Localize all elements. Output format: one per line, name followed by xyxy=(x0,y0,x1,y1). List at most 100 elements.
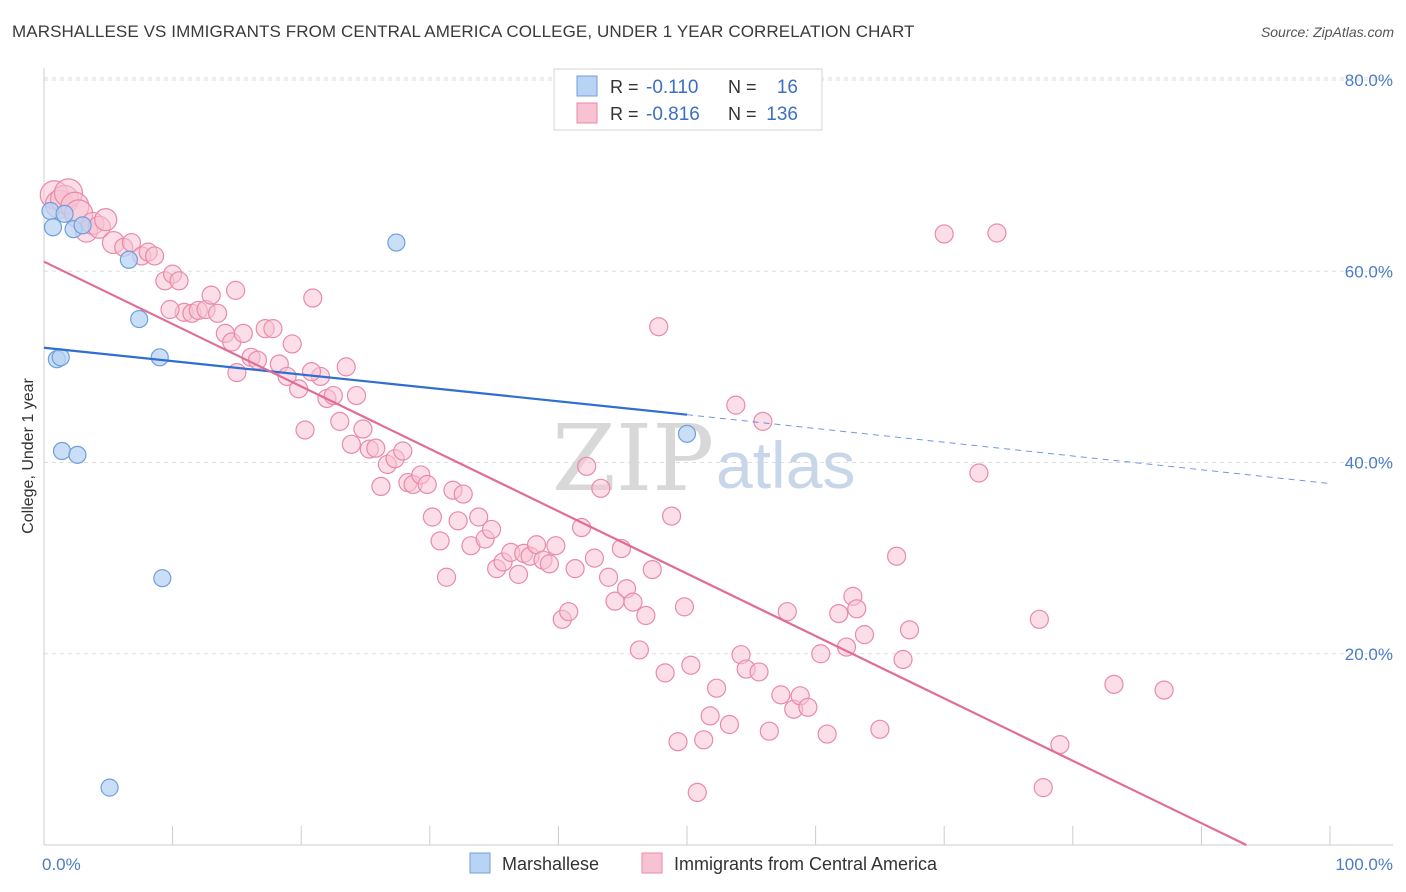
point-immigrants-35 xyxy=(282,334,302,354)
legend-n-label-1: N = xyxy=(728,77,757,97)
point-immigrants-129 xyxy=(1033,778,1053,798)
point-immigrants-56 xyxy=(417,474,437,495)
point-immigrants-123 xyxy=(893,649,913,670)
point-immigrants-91 xyxy=(642,559,662,580)
point-immigrants-80 xyxy=(571,517,592,538)
point-immigrants-115 xyxy=(817,724,837,744)
point-immigrants-107 xyxy=(753,411,773,431)
point-immigrants-81 xyxy=(577,456,597,476)
point-immigrants-48 xyxy=(366,438,386,458)
point-immigrants-122 xyxy=(887,546,907,566)
watermark: ZIP atlas xyxy=(552,405,855,512)
point-immigrants-114 xyxy=(811,644,831,664)
point-immigrants-103 xyxy=(726,395,746,415)
y-tick-label-20: 20.0% xyxy=(1345,645,1393,664)
point-immigrants-125 xyxy=(934,224,954,244)
point-immigrants-30 xyxy=(247,350,268,370)
point-immigrants-75 xyxy=(539,554,559,574)
point-marshallese-4 xyxy=(52,441,72,461)
point-immigrants-92 xyxy=(649,317,669,337)
point-marshallese-10 xyxy=(130,309,149,329)
point-marshallese-1 xyxy=(43,218,63,237)
point-immigrants-66 xyxy=(481,519,502,540)
point-marshallese-8 xyxy=(100,778,119,797)
point-immigrants-88 xyxy=(623,592,643,612)
point-marshallese-11 xyxy=(150,348,169,367)
point-immigrants-97 xyxy=(681,655,701,675)
point-immigrants-116 xyxy=(829,603,849,624)
point-immigrants-52 xyxy=(393,441,413,461)
trendlines xyxy=(43,260,1331,846)
point-immigrants-57 xyxy=(422,507,442,527)
point-immigrants-64 xyxy=(469,507,489,527)
point-marshallese-9 xyxy=(119,250,138,269)
point-immigrants-108 xyxy=(759,721,779,741)
point-immigrants-83 xyxy=(591,478,611,498)
x-tick-label-100: 100.0% xyxy=(1335,855,1393,874)
point-immigrants-127 xyxy=(987,223,1007,243)
point-immigrants-90 xyxy=(636,605,656,626)
point-immigrants-24 xyxy=(208,303,228,323)
point-immigrants-44 xyxy=(341,434,361,454)
legend-bottom-label-marshallese: Marshallese xyxy=(502,854,599,874)
trendline-marshallese-extension xyxy=(686,414,1331,485)
point-marshallese-15 xyxy=(55,204,74,223)
series-immigrants-points xyxy=(39,178,1174,803)
point-immigrants-61 xyxy=(448,511,468,531)
legend-n-label-2: N = xyxy=(728,104,757,124)
point-immigrants-76 xyxy=(546,536,566,556)
point-immigrants-124 xyxy=(899,620,920,640)
point-immigrants-134 xyxy=(160,299,180,320)
point-immigrants-93 xyxy=(655,663,675,683)
y-tick-label-60: 60.0% xyxy=(1345,262,1393,281)
point-marshallese-13 xyxy=(387,233,406,252)
point-immigrants-70 xyxy=(508,564,529,584)
point-immigrants-62 xyxy=(453,484,473,504)
point-immigrants-82 xyxy=(584,548,605,568)
point-immigrants-42 xyxy=(330,411,350,431)
y-ticks: 20.0% 40.0% 60.0% 80.0% xyxy=(1345,71,1393,664)
legend-bottom: Marshallese Immigrants from Central Amer… xyxy=(469,852,938,874)
point-immigrants-109 xyxy=(771,685,791,705)
point-immigrants-15 xyxy=(144,246,165,266)
legend-r-value-2: -0.816 xyxy=(646,104,700,125)
point-immigrants-128 xyxy=(1029,609,1049,629)
point-marshallese-7 xyxy=(73,216,92,235)
point-immigrants-135 xyxy=(226,280,246,300)
point-immigrants-38 xyxy=(303,288,323,308)
point-immigrants-121 xyxy=(870,719,890,739)
point-immigrants-59 xyxy=(436,567,457,587)
trendline-marshallese xyxy=(43,346,688,416)
y-tick-label-80: 80.0% xyxy=(1345,71,1393,90)
point-immigrants-49 xyxy=(371,476,391,497)
point-marshallese-12 xyxy=(153,569,172,588)
point-immigrants-98 xyxy=(687,782,707,803)
point-immigrants-119 xyxy=(847,599,867,619)
point-immigrants-113 xyxy=(798,697,818,717)
point-immigrants-126 xyxy=(969,463,989,483)
legend-top: R = -0.110 N = 16 R = -0.816 N = 136 xyxy=(553,68,823,131)
point-immigrants-95 xyxy=(668,732,688,752)
legend-r-value-1: -0.110 xyxy=(646,77,698,98)
source-label: Source: ZipAtlas.com xyxy=(1260,24,1394,40)
point-immigrants-106 xyxy=(749,662,769,682)
legend-bottom-swatch-marshallese xyxy=(469,852,491,874)
point-immigrants-132 xyxy=(1154,680,1174,700)
legend-n-value-1: 16 xyxy=(777,77,798,98)
trendline-immigrants xyxy=(43,260,1247,846)
point-immigrants-120 xyxy=(854,625,875,645)
legend-bottom-swatch-immigrants xyxy=(641,852,663,874)
point-immigrants-131 xyxy=(1104,674,1124,694)
y-tick-label-40: 40.0% xyxy=(1345,454,1393,473)
point-immigrants-133 xyxy=(301,362,322,382)
point-immigrants-89 xyxy=(629,640,650,660)
watermark-zip: ZIP xyxy=(552,405,714,512)
point-immigrants-9 xyxy=(94,208,118,232)
legend-swatch-immigrants xyxy=(576,102,598,124)
point-marshallese-6 xyxy=(68,445,87,464)
legend-r-label-2: R = xyxy=(610,104,639,124)
point-immigrants-46 xyxy=(353,419,373,439)
point-immigrants-96 xyxy=(674,597,695,617)
legend-swatch-marshallese xyxy=(576,75,598,97)
point-immigrants-32 xyxy=(263,319,283,339)
